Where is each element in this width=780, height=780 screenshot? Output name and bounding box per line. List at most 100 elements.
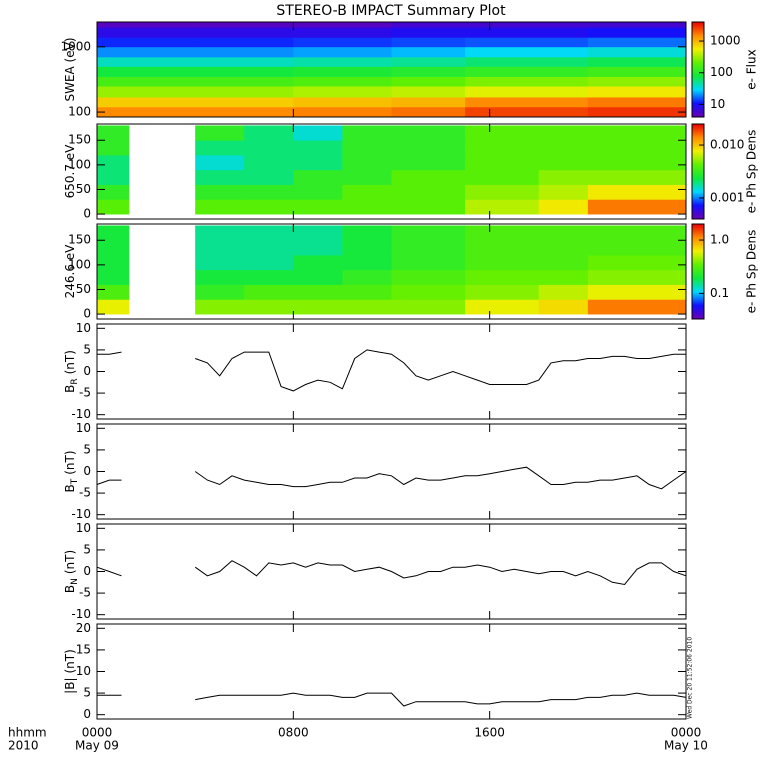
heatmap-cell — [465, 22, 589, 28]
y-axis-label: BT (nT) — [63, 450, 80, 492]
y-tick-label: 5 — [83, 542, 91, 556]
heatmap-cell — [244, 284, 294, 300]
heatmap-cell — [587, 184, 687, 200]
y-tick-label: 10 — [76, 521, 91, 535]
heatmap-cell — [195, 269, 245, 285]
y-axis-label-text: 650.7 eV — [63, 144, 77, 199]
y-tick-label: -5 — [79, 486, 91, 500]
heatmap-cell — [293, 125, 343, 141]
heatmap-cell — [465, 97, 589, 108]
heatmap-cell — [465, 37, 589, 48]
heatmap-cell — [342, 284, 392, 300]
panel-frame — [96, 21, 687, 118]
heatmap-cell — [538, 125, 589, 141]
x-tick-date: May 09 — [75, 739, 119, 753]
y-axis-label-text: 246.6 eV — [63, 244, 77, 299]
heatmap-cell — [342, 184, 392, 200]
y-tick-label: 0 — [83, 564, 91, 578]
heatmap-cell — [342, 299, 392, 315]
heatmap-cell — [391, 76, 466, 87]
heatmap-cell — [342, 125, 392, 141]
y-tick-label: 10 — [76, 321, 91, 335]
heatmap-cell — [391, 22, 466, 28]
y-axis-label: |B| (nT) — [63, 649, 77, 694]
heatmap-cell — [244, 169, 294, 185]
y-tick-label: 0 — [83, 464, 91, 478]
heatmap-cell — [244, 240, 294, 256]
heatmap-cell — [587, 169, 687, 185]
heatmap-cell — [538, 140, 589, 156]
colorbar-tick-label: 1000 — [710, 34, 741, 48]
heatmap-cell — [391, 269, 466, 285]
heatmap-cell — [391, 225, 466, 241]
heatmap-cell — [587, 240, 687, 256]
y-tick-label: 5 — [83, 442, 91, 456]
heatmap-cell — [293, 240, 343, 256]
colorbar-label: e- Flux — [745, 49, 759, 89]
colorbar-tick-label: 10 — [710, 97, 725, 111]
heatmap-cell — [97, 140, 130, 156]
heatmap-cell — [195, 225, 245, 241]
heatmap-cell — [465, 106, 589, 118]
heatmap-cell — [97, 169, 130, 185]
colorbar-tick-label: 0.1 — [710, 286, 729, 300]
heatmap-cell — [195, 46, 294, 58]
heatmap-cell — [195, 255, 245, 271]
timestamp: Wed Dec 20 11:52:06 2010 — [687, 637, 694, 719]
heatmap-cell — [391, 66, 466, 77]
heatmap-cell — [538, 155, 589, 171]
y-tick-label: 0 — [83, 207, 91, 221]
heatmap-cell — [195, 169, 245, 185]
heatmap-cell — [465, 155, 540, 171]
chart-title: STEREO-B IMPACT Summary Plot — [276, 3, 506, 19]
y-tick-label: 150 — [68, 233, 91, 247]
colorbar-tick-label: 0.010 — [710, 138, 744, 152]
heatmap-cell — [391, 155, 466, 171]
colorbar-tick-label: 100 — [710, 65, 733, 79]
y-axis-label-text: B — [63, 385, 77, 393]
heatmap-cell — [195, 66, 294, 77]
heatmap-cell — [293, 140, 343, 156]
heatmap-cell — [587, 56, 687, 67]
heatmap-cell — [391, 56, 466, 67]
data-line — [97, 349, 686, 392]
y-tick-label: -10 — [71, 507, 91, 521]
heatmap-cell — [293, 56, 392, 67]
heatmap-cell — [391, 106, 466, 118]
data-line — [96, 466, 687, 490]
heatmap-cell — [465, 255, 540, 271]
y-tick-label: -10 — [71, 407, 91, 421]
heatmap-cell — [391, 199, 466, 215]
heatmap-cell — [244, 184, 294, 200]
heatmap-cell — [293, 269, 343, 285]
panel-frame — [96, 223, 687, 320]
heatmap-cell — [97, 76, 196, 87]
heatmap-cell — [391, 140, 466, 156]
heatmap-cell — [538, 184, 589, 200]
heatmap-cell — [538, 199, 589, 215]
y-axis-label-unit: (nT) — [63, 350, 77, 374]
heatmap-cell — [97, 125, 130, 141]
heatmap-cell — [391, 37, 466, 48]
heatmap-cell — [195, 86, 294, 98]
heatmap-cell — [342, 169, 392, 185]
y-axis-label-text: SWEA (eV) — [63, 37, 77, 101]
colorbar — [691, 21, 705, 118]
heatmap-cell — [244, 125, 294, 141]
heatmap-cell — [342, 140, 392, 156]
heatmap-cell — [465, 225, 540, 241]
y-axis-label-text: |B| — [63, 677, 77, 693]
heatmap-cell — [97, 184, 130, 200]
heatmap-cell — [465, 199, 540, 215]
heatmap-cell — [587, 66, 687, 77]
y-tick-label: 100 — [68, 257, 91, 271]
heatmap-cell — [465, 125, 540, 141]
heatmap-cell — [538, 225, 589, 241]
heatmap-cell — [97, 155, 130, 171]
heatmap-cell — [587, 86, 687, 98]
heatmap-cell — [538, 169, 589, 185]
heatmap-cell — [391, 97, 466, 108]
heatmap-cell — [97, 56, 196, 67]
heatmap-cell — [244, 299, 294, 315]
colorbar — [691, 223, 705, 320]
